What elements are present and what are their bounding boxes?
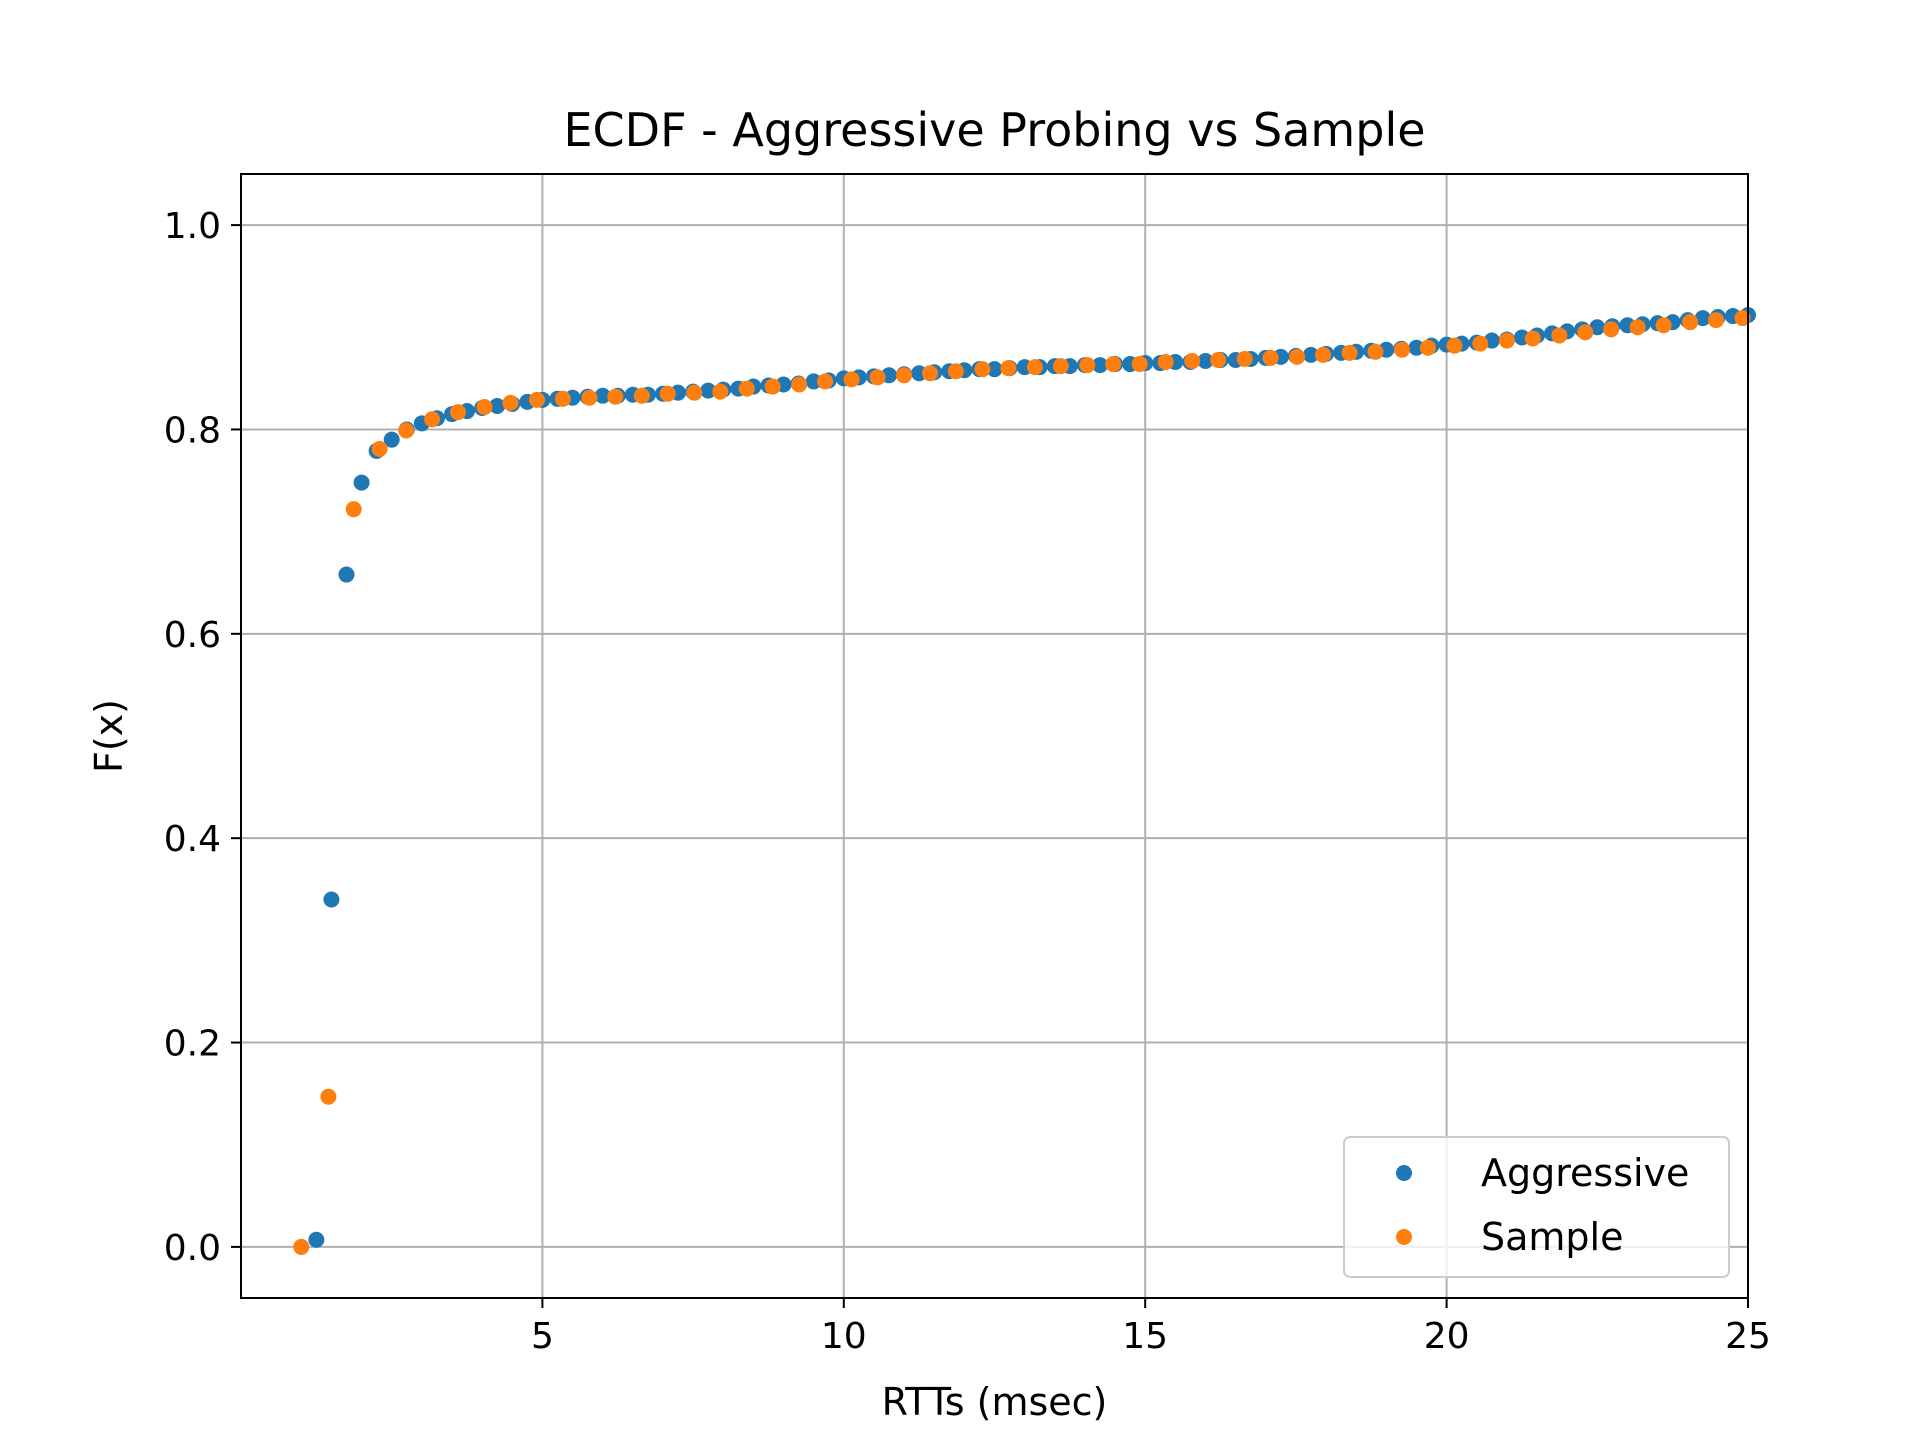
chart-title: ECDF - Aggressive Probing vs Sample: [563, 103, 1425, 157]
data-point-aggressive: [1408, 339, 1425, 356]
data-point-sample: [712, 383, 729, 400]
legend-box: [1343, 1136, 1730, 1278]
data-point-sample: [528, 391, 545, 408]
data-point-aggressive: [1302, 346, 1319, 363]
data-point-sample: [1105, 356, 1122, 373]
legend-label-aggressive: Aggressive: [1481, 1151, 1689, 1195]
axis-ticks: 5 10 15 20 25 0.0 0.2 0.4 0.6 0.8 1.0: [164, 206, 1771, 1357]
data-point-sample: [1184, 352, 1201, 369]
data-point-sample: [607, 388, 624, 405]
data-point-sample: [1393, 341, 1410, 358]
data-point-sample: [659, 385, 676, 402]
data-point-aggressive: [1197, 352, 1214, 369]
data-point-sample: [974, 361, 991, 378]
data-point-aggressive: [700, 382, 717, 399]
data-point-sample: [922, 365, 939, 382]
data-point-sample: [476, 398, 493, 415]
data-point-sample: [1419, 339, 1436, 356]
plot-area-frame: [240, 173, 1749, 1299]
data-point-sample: [947, 363, 964, 380]
data-point-sample: [764, 378, 781, 395]
y-tick-label: 0.8: [164, 410, 221, 451]
x-tick-label: 25: [1725, 1316, 1771, 1357]
legend-label-sample: Sample: [1481, 1215, 1623, 1259]
data-point-sample: [424, 411, 441, 428]
data-point-sample: [1236, 350, 1253, 367]
data-point-sample: [843, 371, 860, 388]
data-point-aggressive: [986, 361, 1003, 378]
data-point-sample: [345, 501, 362, 518]
data-point-sample: [686, 384, 703, 401]
data-point-sample: [1341, 344, 1358, 361]
data-point-sample: [1079, 357, 1096, 374]
data-point-sample: [1446, 337, 1463, 354]
data-point-sample: [1682, 314, 1699, 331]
data-point-sample: [293, 1238, 310, 1255]
data-point-sample: [1524, 330, 1541, 347]
data-point-aggressive: [489, 397, 506, 414]
data-point-sample: [1262, 349, 1279, 366]
data-point-sample: [1131, 356, 1148, 373]
y-tick-label: 0.4: [164, 819, 221, 860]
data-point-sample: [581, 389, 598, 406]
data-point-aggressive: [338, 566, 355, 583]
data-point-aggressive: [1091, 357, 1108, 374]
legend-marker-aggressive: [1396, 1165, 1412, 1181]
data-point-sample: [817, 373, 834, 390]
data-point-aggressive: [1589, 319, 1606, 336]
data-point-sample: [1289, 348, 1306, 365]
data-point-sample: [1367, 343, 1384, 360]
data-point-sample: [320, 1088, 337, 1105]
data-point-aggressive: [308, 1231, 325, 1248]
data-point-sample: [1498, 332, 1515, 349]
data-point-sample: [371, 440, 388, 457]
legend: Aggressive Sample: [1343, 1136, 1730, 1278]
data-point-aggressive: [383, 431, 400, 448]
data-point-sample: [738, 380, 755, 397]
legend-marker-sample: [1396, 1229, 1412, 1245]
data-point-sample: [791, 376, 808, 393]
series-layer: [293, 307, 1756, 1255]
x-axis-label: RTTs (msec): [882, 1380, 1108, 1424]
data-point-sample: [398, 422, 415, 439]
data-point-aggressive: [1694, 310, 1711, 327]
x-tick-label: 5: [531, 1316, 554, 1357]
y-axis-label: F(x): [87, 699, 131, 773]
x-tick-label: 20: [1424, 1316, 1470, 1357]
data-point-sample: [554, 390, 571, 407]
data-point-sample: [896, 367, 913, 384]
data-point-aggressive: [353, 474, 370, 491]
data-point-sample: [450, 404, 467, 421]
data-point-sample: [1577, 324, 1594, 341]
data-point-sample: [1026, 359, 1043, 376]
data-point-aggressive: [805, 373, 822, 390]
data-point-sample: [1315, 346, 1332, 363]
series-sample: [293, 310, 1751, 1255]
y-tick-label: 0.2: [164, 1024, 221, 1065]
y-tick-label: 0.0: [164, 1228, 221, 1269]
data-point-sample: [1629, 319, 1646, 336]
data-point-sample: [869, 369, 886, 386]
data-point-sample: [1708, 312, 1725, 329]
data-point-sample: [1551, 327, 1568, 344]
data-point-sample: [1472, 335, 1489, 352]
data-point-aggressive: [323, 891, 340, 908]
data-point-sample: [633, 387, 650, 404]
data-point-sample: [1734, 310, 1751, 327]
y-tick-label: 1.0: [164, 206, 221, 247]
data-point-aggressive: [594, 387, 611, 404]
y-tick-label: 0.6: [164, 615, 221, 656]
data-point-sample: [502, 394, 519, 411]
data-point-sample: [1210, 351, 1227, 368]
x-tick-label: 10: [821, 1316, 867, 1357]
data-point-sample: [1655, 317, 1672, 334]
data-point-sample: [1000, 360, 1017, 377]
data-point-sample: [1052, 358, 1069, 375]
data-point-sample: [1157, 354, 1174, 371]
data-point-sample: [1603, 321, 1620, 338]
x-tick-label: 15: [1122, 1316, 1168, 1357]
